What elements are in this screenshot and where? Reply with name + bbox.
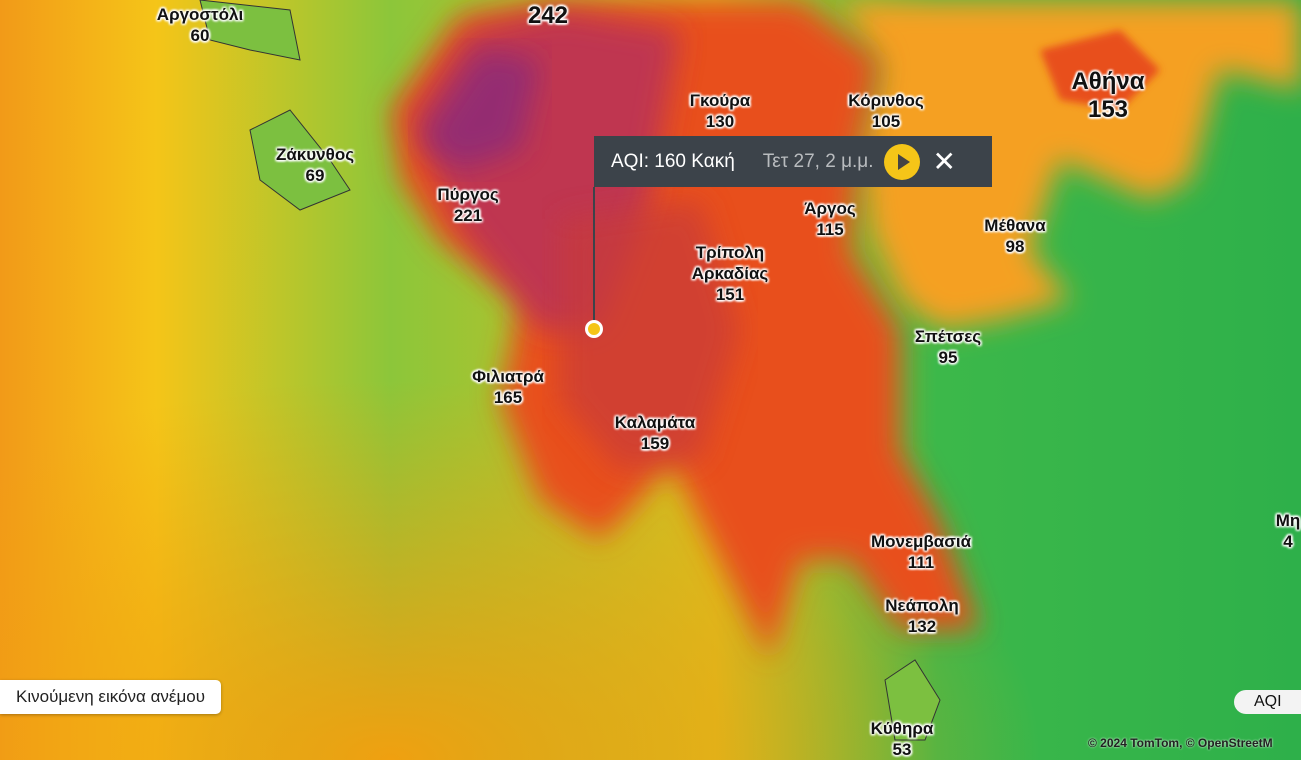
place-label[interactable]: Γκούρα 130 [690, 90, 750, 132]
place-name: Άργος [804, 199, 856, 218]
place-aqi: 98 [1005, 237, 1025, 256]
place-aqi: 132 [907, 617, 937, 636]
place-aqi: 111 [907, 553, 935, 572]
place-name: Φιλιατρά [472, 367, 544, 386]
place-label[interactable]: Μονεμβασιά 111 [871, 531, 971, 573]
attribution: © 2024 TomTom, © OpenStreetM [1088, 736, 1273, 750]
place-name: Κόρινθος [848, 91, 924, 110]
place-label[interactable]: Καλαμάτα 159 [615, 412, 695, 454]
place-label[interactable]: Αθήνα 153 [1071, 68, 1144, 124]
place-label[interactable]: Νεάπολη 132 [885, 595, 959, 637]
place-label[interactable]: Άργος 115 [804, 198, 855, 240]
place-name: Σπέτσες [914, 327, 982, 346]
popup-stem [593, 187, 595, 322]
place-label[interactable]: Μέθανα 98 [984, 215, 1045, 257]
place-label[interactable]: Τρίπολη Αρκαδίας 151 [675, 242, 785, 305]
place-aqi: 153 [1087, 96, 1129, 123]
place-aqi: 53 [892, 740, 912, 759]
place-aqi: 105 [871, 112, 901, 131]
play-icon[interactable] [883, 143, 920, 180]
place-aqi: 60 [190, 26, 210, 45]
place-name: Πύργος [437, 185, 499, 204]
aqi-popup: AQI: 160 Κακή Τετ 27, 2 μ.μ. ✕ [594, 136, 992, 187]
attica-region [840, 0, 1301, 330]
close-icon[interactable]: ✕ [932, 145, 956, 177]
place-label[interactable]: 242 [528, 2, 568, 30]
place-aqi: 151 [715, 285, 745, 304]
place-name: Ζάκυνθος [275, 145, 355, 164]
place-name: Κύθηρα [870, 719, 934, 738]
place-name: Αθήνα [1071, 68, 1145, 95]
place-label[interactable]: Ζάκυνθος 69 [276, 144, 354, 186]
place-name: Γκούρα [689, 91, 751, 110]
place-label[interactable]: Πύργος 221 [437, 184, 498, 226]
place-label[interactable]: Κύθηρα 53 [871, 718, 934, 760]
place-name: Τρίπολη Αρκαδίας [691, 243, 769, 283]
place-name: Αργοστόλι [156, 5, 244, 24]
place-aqi: 242 [527, 2, 569, 29]
place-name: Νεάπολη [885, 596, 959, 615]
place-label[interactable]: Μη 4 [1276, 510, 1301, 552]
place-label[interactable]: Σπέτσες 95 [915, 326, 981, 368]
place-name: Μέθανα [984, 216, 1046, 235]
place-aqi: 69 [305, 166, 325, 185]
wind-animation-toggle[interactable]: Κινούμενη εικόνα ανέμου [0, 680, 222, 714]
location-pin[interactable] [585, 320, 603, 338]
place-aqi: 95 [938, 348, 958, 367]
place-name: Μη [1275, 511, 1301, 530]
place-name: Καλαμάτα [614, 413, 696, 432]
place-name: Μονεμβασιά [870, 532, 972, 551]
place-label[interactable]: Φιλιατρά 165 [472, 366, 544, 408]
place-label[interactable]: Κόρινθος 105 [848, 90, 923, 132]
place-aqi: 221 [453, 206, 483, 225]
place-aqi: 130 [705, 112, 735, 131]
place-aqi: 165 [493, 388, 523, 407]
place-label[interactable]: Αργοστόλι 60 [157, 4, 243, 46]
popup-time: Τετ 27, 2 μ.μ. [762, 150, 874, 172]
popup-aqi-value: AQI: 160 Κακή [611, 150, 735, 172]
islands [199, 0, 941, 741]
place-aqi: 159 [640, 434, 670, 453]
place-aqi: 4 [1283, 532, 1293, 551]
layer-aqi-button[interactable]: AQI [1234, 690, 1301, 714]
place-aqi: 115 [816, 220, 844, 239]
